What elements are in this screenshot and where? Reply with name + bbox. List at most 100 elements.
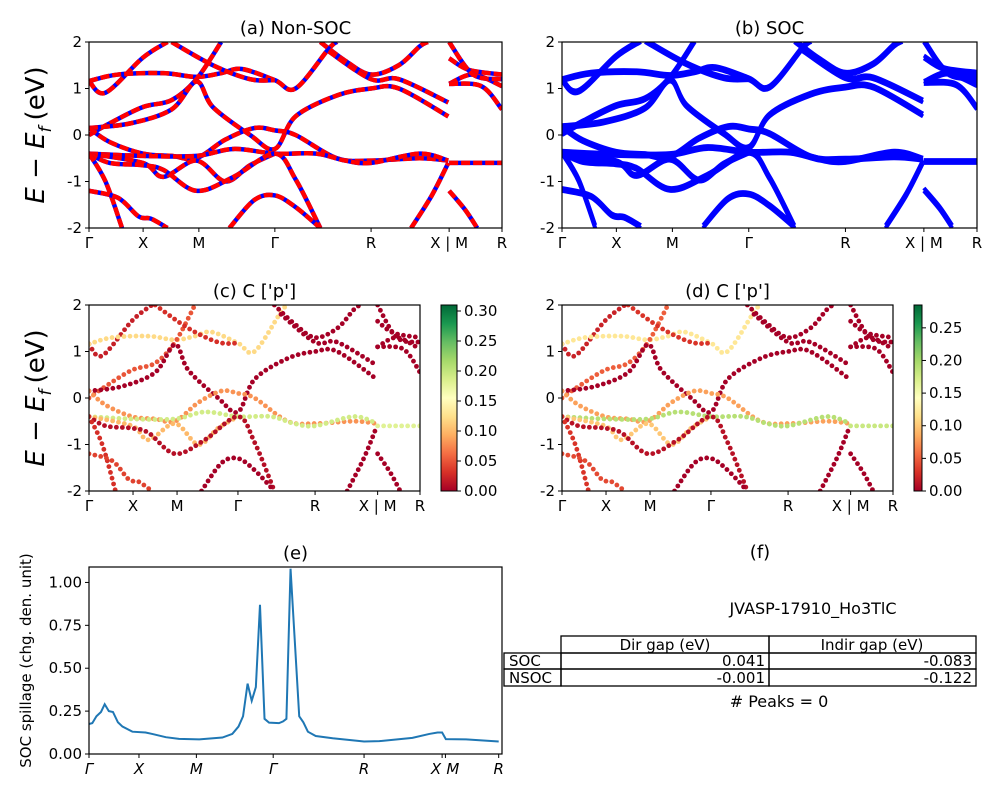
x-tick-label: R: [497, 234, 507, 252]
band-point: [567, 430, 573, 435]
band-point: [814, 353, 820, 358]
band-line: [922, 189, 954, 228]
band-point: [203, 334, 208, 340]
band-line-dashed: [409, 161, 451, 228]
band-point: [157, 306, 163, 311]
band-point: [340, 416, 346, 421]
colorbar-tick-label: 0.10: [464, 422, 497, 440]
band-point: [104, 386, 110, 392]
band-point: [774, 350, 780, 356]
band-point: [177, 331, 183, 337]
band-point: [143, 428, 149, 434]
colorbar-tick-label: 0.25: [464, 332, 497, 350]
band-point: [666, 443, 672, 449]
band-point: [253, 375, 259, 380]
band-point: [824, 307, 830, 313]
band-point: [107, 424, 113, 430]
band-point: [349, 347, 355, 353]
band-point: [282, 305, 288, 310]
band-point: [127, 333, 133, 339]
band-point: [176, 422, 181, 428]
band-point: [319, 347, 325, 353]
band-point: [582, 458, 588, 464]
band-point: [640, 313, 646, 319]
band-point: [790, 422, 796, 428]
band-point: [191, 305, 196, 310]
band-point: [370, 360, 376, 366]
band-point: [183, 410, 189, 416]
band-point: [110, 406, 116, 412]
band-point: [594, 372, 600, 377]
band-point: [607, 416, 613, 422]
band-point: [319, 334, 325, 340]
band-point: [184, 366, 190, 371]
band-point: [579, 464, 585, 470]
band-line: [923, 78, 977, 108]
band-point: [106, 464, 112, 470]
band-point: [188, 435, 193, 441]
band-point: [406, 333, 412, 339]
band-point: [224, 388, 230, 394]
band-point: [121, 334, 127, 339]
band-point: [745, 410, 751, 416]
band-point: [808, 325, 814, 331]
band-point: [221, 421, 227, 427]
band-point: [266, 473, 271, 479]
band-point: [128, 416, 134, 422]
band-point: [347, 418, 353, 424]
band-point: [624, 334, 630, 340]
band-point: [333, 339, 339, 345]
band-point: [336, 349, 342, 355]
band-point: [603, 478, 609, 484]
band-point: [121, 471, 127, 477]
band-point: [98, 387, 104, 393]
band-point: [192, 402, 198, 408]
band-line: [562, 79, 925, 152]
band-line-dashed: [89, 146, 449, 166]
band-point: [819, 356, 825, 362]
band-point: [858, 337, 864, 343]
band-point: [833, 353, 838, 359]
band-point: [610, 426, 616, 432]
band-point: [828, 467, 834, 473]
band-point: [665, 329, 671, 335]
band-point: [109, 458, 115, 464]
band-point: [704, 455, 710, 461]
band-point: [627, 368, 633, 374]
band-point: [885, 334, 891, 340]
band-point: [275, 314, 281, 320]
band-line-dashed: [447, 56, 502, 77]
band-point: [594, 334, 600, 339]
y-axis-label: E − Ef(eV): [21, 329, 56, 466]
band-point: [197, 399, 203, 405]
band-point: [242, 459, 248, 465]
plot-area: [562, 42, 977, 228]
band-point: [133, 333, 139, 339]
band-point: [97, 435, 103, 441]
colorbar-tick-label: 0.20: [929, 351, 962, 369]
band-point: [816, 316, 822, 322]
band-point: [691, 388, 697, 394]
band-point: [370, 434, 376, 440]
table-row-label: NSOC: [509, 669, 552, 687]
band-point: [208, 473, 214, 479]
band-point: [231, 455, 237, 461]
band-point: [681, 337, 687, 343]
band-point: [571, 454, 577, 459]
band-line: [701, 190, 796, 227]
band-point: [179, 355, 185, 360]
band-point: [351, 307, 357, 313]
band-point: [671, 439, 677, 445]
band-point: [211, 410, 217, 415]
band-point: [172, 316, 177, 322]
band-point: [227, 407, 233, 413]
band-point: [848, 451, 854, 457]
band-point: [741, 479, 747, 484]
band-line: [562, 148, 797, 227]
band-point: [111, 341, 116, 347]
band-point: [648, 343, 654, 349]
band-point: [618, 333, 624, 339]
band-point: [155, 431, 161, 437]
band-point: [681, 433, 687, 439]
band-point: [205, 387, 211, 393]
